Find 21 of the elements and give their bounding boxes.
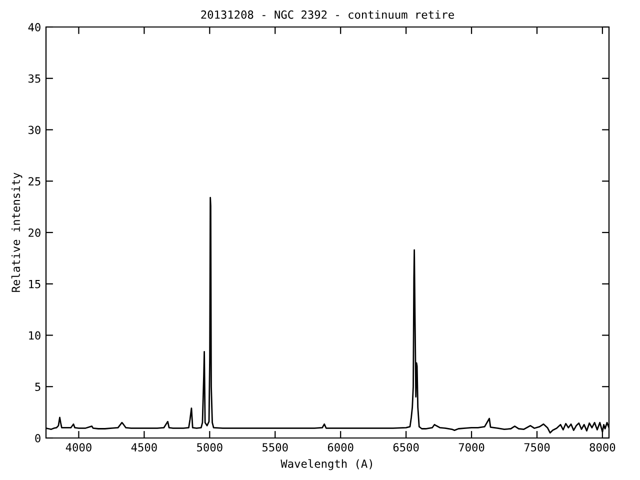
y-tick-label: 30 [28,126,40,134]
x-tick-label: 6000 [328,443,354,452]
x-tick-label: 4000 [66,443,92,452]
x-tick-label: 7000 [458,443,484,452]
x-tick-label: 5000 [197,443,222,452]
x-tick-label: 6500 [393,443,419,452]
y-tick-label: 10 [29,331,40,340]
x-axis-title: Wavelength (A) [280,459,372,470]
y-axis-title: Relative intensity [11,172,22,292]
y-tick-label: 40 [28,23,40,32]
x-tick-label: 4500 [131,443,157,452]
y-tick-label: 0 [35,434,40,442]
y-tick-label: 5 [35,382,40,392]
y-tick-label: 15 [29,280,40,288]
y-tick-label: 35 [28,74,40,83]
y-tick-label: 20 [28,228,40,237]
y-tick-label: 25 [28,177,40,186]
x-tick-label: 8000 [590,443,616,452]
x-tick-label: 5500 [262,443,288,452]
chart-title: 20131208 - NGC 2392 - continuum retire [201,10,454,19]
x-tick-label: 7500 [524,443,550,452]
